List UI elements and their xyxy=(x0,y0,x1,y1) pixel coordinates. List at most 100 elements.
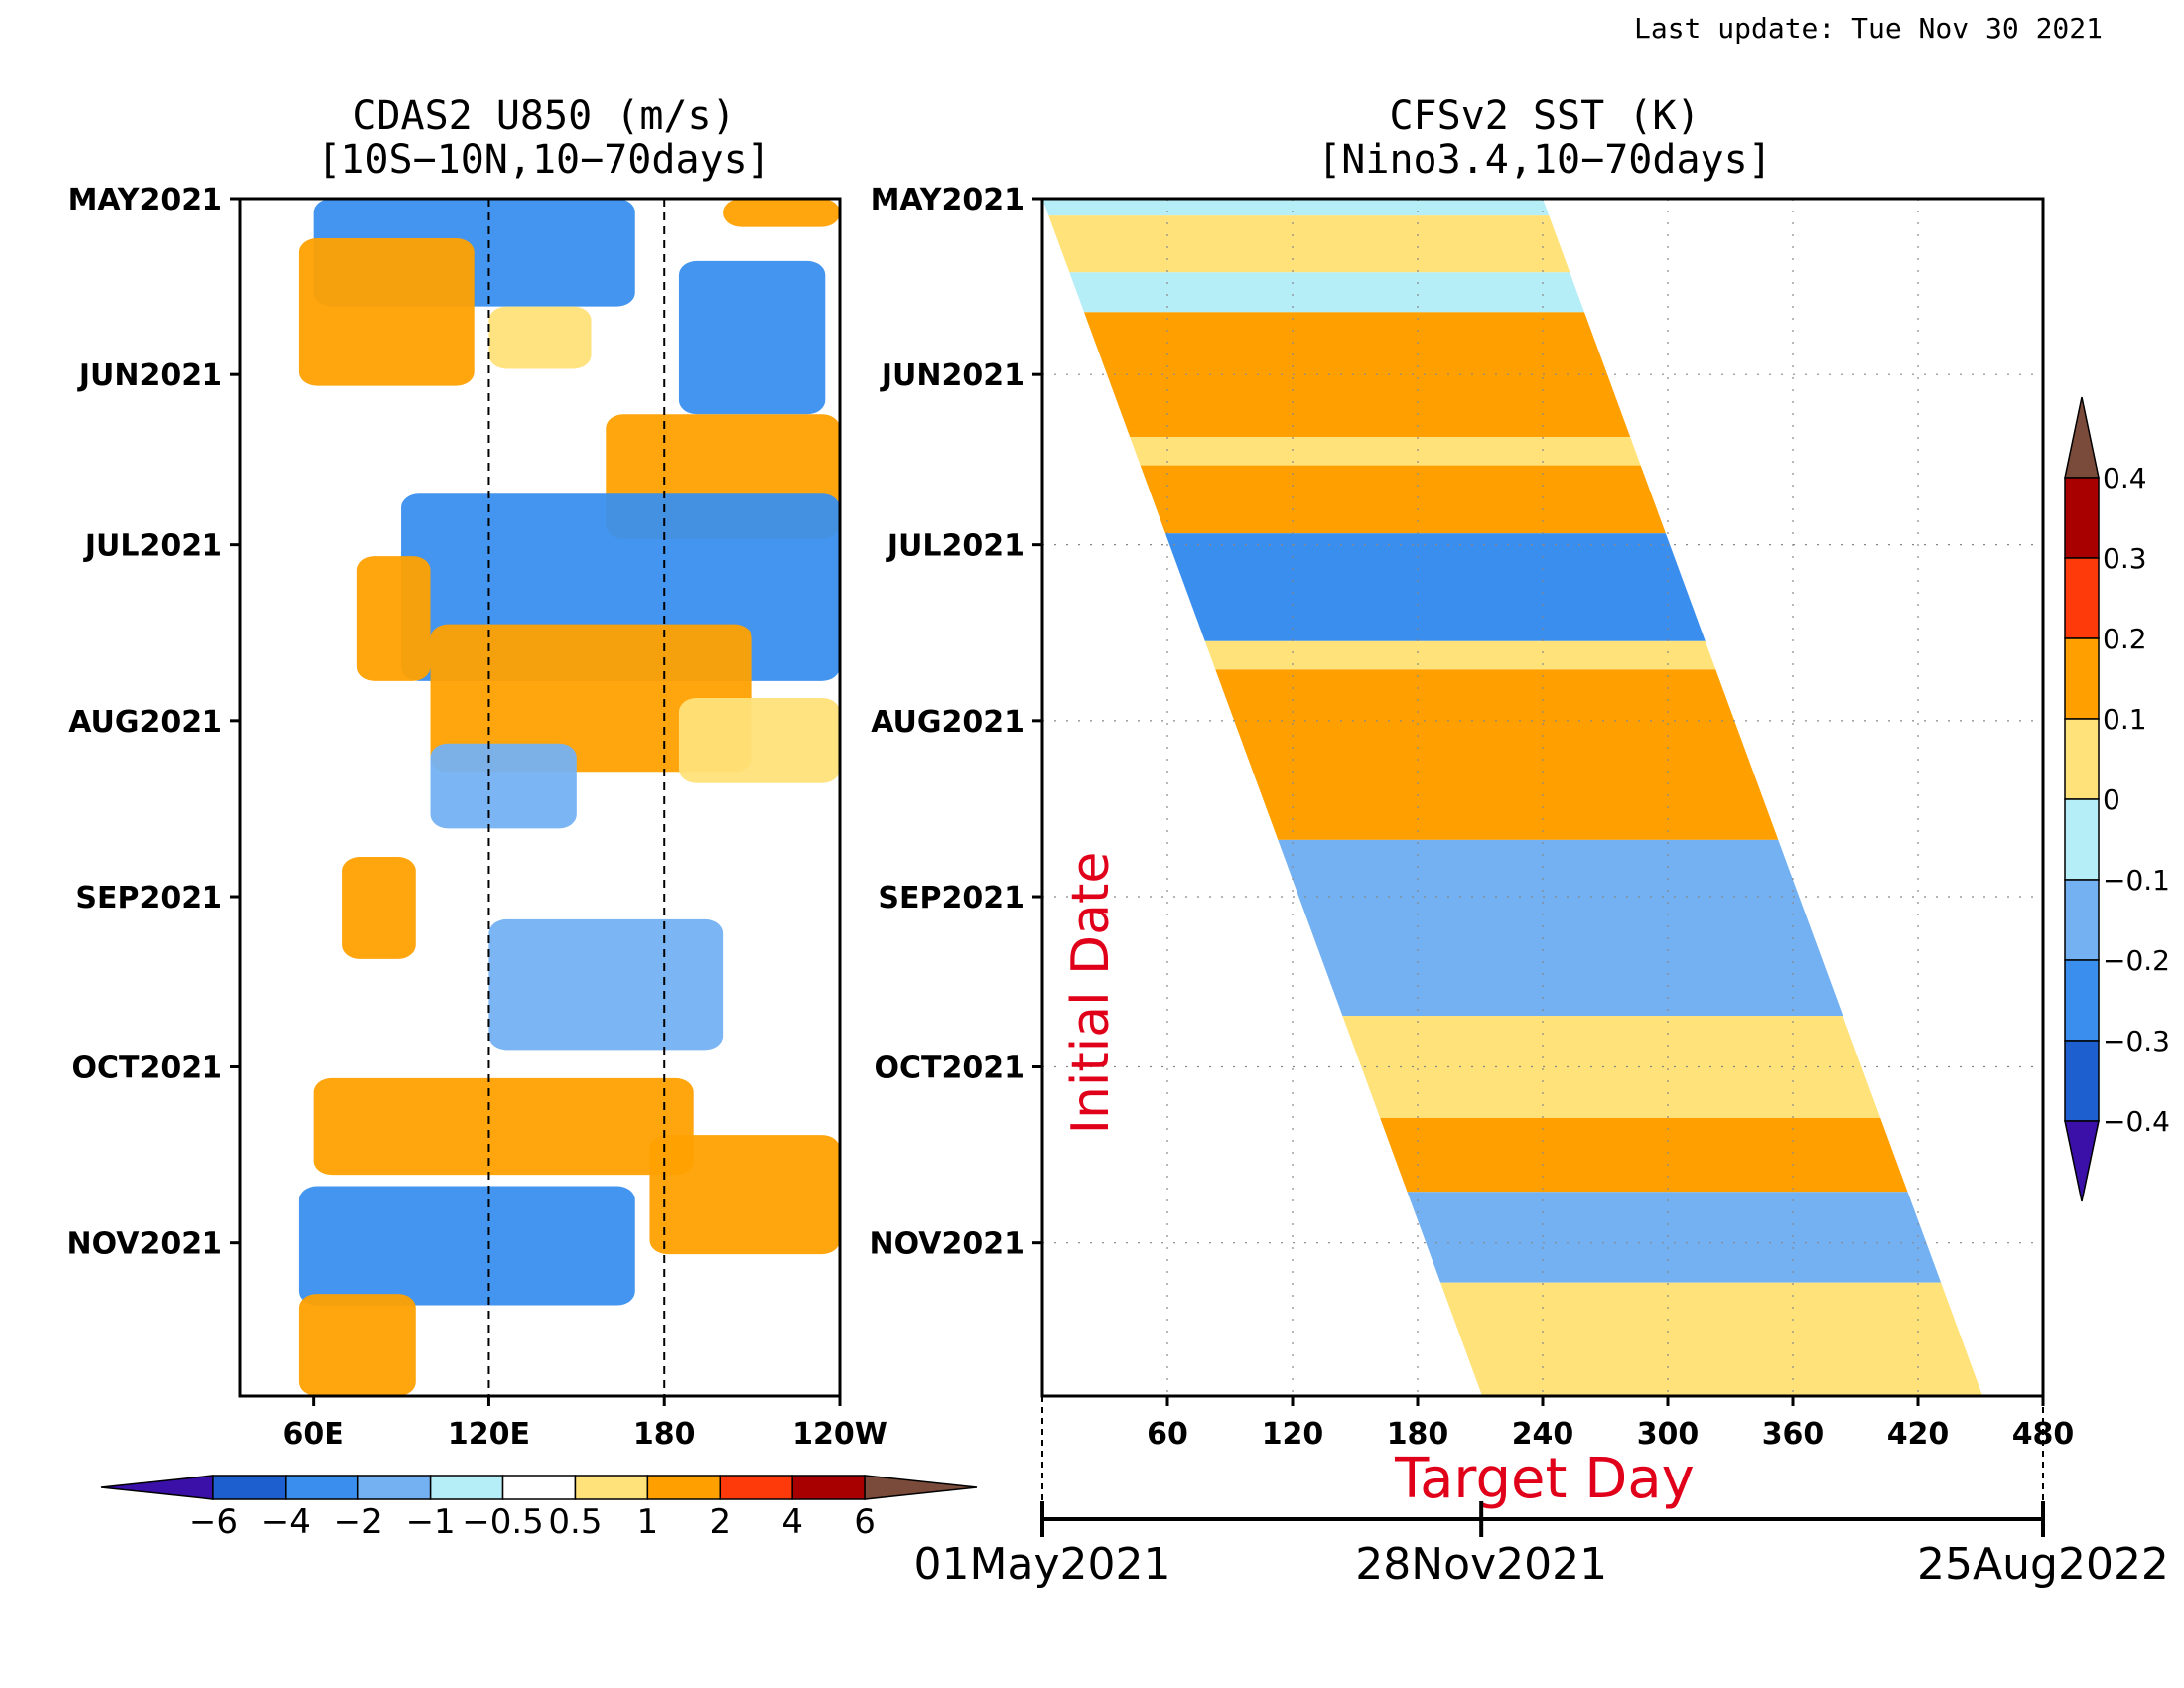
sst-chart-title: CFSv2 SST (K) xyxy=(1389,93,1700,139)
sst-x-tick-label: 300 xyxy=(1637,1417,1700,1452)
u850-anomaly-patch xyxy=(678,260,826,415)
u850-x-tick-label: 60E xyxy=(283,1417,344,1452)
u850-anomaly-patch xyxy=(678,697,840,783)
u850-anomaly-patch xyxy=(649,1135,840,1255)
sst-y-tick-label: JUL2021 xyxy=(886,529,1024,564)
u850-y-axis: MAY2021 JUN2021 JUL2021 AUG2021 SEP2021 OCT20… xyxy=(67,183,240,1262)
u850-colorbar-label: 1 xyxy=(637,1502,659,1542)
u850-colorbar-label: −0.5 xyxy=(462,1502,544,1542)
sst-colorbar-swatch xyxy=(2064,718,2100,800)
sst-colorbar-swatch xyxy=(2064,879,2100,961)
u850-colorbar-swatch xyxy=(574,1475,649,1500)
u850-anomaly-patch xyxy=(313,1077,694,1176)
sst-colorbar-label: 0.2 xyxy=(2103,623,2147,655)
u850-colorbar-swatch xyxy=(356,1475,432,1500)
sst-dotted-grid xyxy=(1042,198,2043,1396)
sst-colorbar-swatch xyxy=(2064,477,2100,559)
u850-colorbar-label: −2 xyxy=(334,1502,383,1542)
u850-x-tick-label: 120W xyxy=(792,1417,887,1452)
u850-colorbar-label: −6 xyxy=(189,1502,238,1542)
u850-anomaly-patch xyxy=(298,1294,416,1396)
sst-y-tick-label: JUN2021 xyxy=(880,358,1024,393)
sst-x-tick-label: 360 xyxy=(1762,1417,1825,1452)
sst-anomaly-field xyxy=(1042,199,2043,1396)
sst-colorbar-swatch xyxy=(2064,1120,2100,1202)
u850-colorbar-swatch xyxy=(501,1475,577,1500)
u850-reference-lines xyxy=(487,199,666,1396)
sst-y-tick-label: NOV2021 xyxy=(869,1227,1024,1262)
u850-y-tick-label: JUN2021 xyxy=(77,358,222,393)
sst-x-tick-label: 120 xyxy=(1262,1417,1324,1452)
u850-chart-subtitle: [10S−10N,10−70days] xyxy=(317,137,771,183)
sst-colorbar-swatch xyxy=(2064,1040,2100,1122)
u850-colorbar-label: 0.5 xyxy=(548,1502,602,1542)
u850-y-tick-label: OCT2021 xyxy=(72,1051,222,1085)
sst-y-tick-label: SEP2021 xyxy=(878,881,1024,915)
sst-x-axis-label: Target Day xyxy=(1394,1447,1695,1511)
u850-anomaly-patch xyxy=(430,624,752,773)
u850-y-tick-label: NOV2021 xyxy=(67,1227,222,1262)
sst-colorbar-swatch xyxy=(2064,637,2100,720)
sst-colorbar-label: −0.2 xyxy=(2103,944,2170,977)
u850-anomaly-patch xyxy=(430,743,577,829)
u850-anomaly-patch xyxy=(298,238,475,386)
sst-date-tick-label: 01May2021 xyxy=(914,1539,1171,1590)
u850-y-tick-label: SEP2021 xyxy=(75,881,222,915)
sst-colorbar-label: 0.4 xyxy=(2103,462,2147,494)
sst-colorbar-swatch xyxy=(2064,396,2100,479)
u850-hovmoller-panel: CDAS2 U850 (m/s) [10S−10N,10−70days] MAY… xyxy=(67,93,978,1542)
sst-x-tick-label: 420 xyxy=(1887,1417,1950,1452)
u850-anomaly-patch xyxy=(356,556,431,681)
u850-colorbar-label: −1 xyxy=(406,1502,456,1542)
sst-colorbar-label: 0.1 xyxy=(2103,703,2147,736)
u850-anomaly-patch xyxy=(488,918,724,1051)
u850-x-tick-label: 180 xyxy=(633,1417,696,1452)
u850-anomaly-patch xyxy=(298,1186,635,1306)
u850-colorbar-swatch xyxy=(100,1475,214,1500)
sst-y-tick-label: AUG2021 xyxy=(871,705,1024,740)
sst-colorbar-label: −0.3 xyxy=(2103,1025,2170,1057)
sst-colorbar-swatch xyxy=(2064,798,2100,881)
u850-colorbar-swatch xyxy=(864,1475,978,1500)
sst-date-tick-label: 28Nov2021 xyxy=(1355,1539,1607,1590)
u850-chart-title: CDAS2 U850 (m/s) xyxy=(352,93,735,139)
sst-date-axis: 01May2021 28Nov2021 25Aug2022 xyxy=(914,1396,2169,1590)
u850-anomaly-field xyxy=(240,199,840,1396)
sst-y-tick-label: MAY2021 xyxy=(871,183,1024,217)
sst-colorbar-swatch xyxy=(2064,959,2100,1042)
u850-colorbar-swatch xyxy=(212,1475,287,1500)
sst-x-tick-label: 60 xyxy=(1147,1417,1188,1452)
u850-anomaly-patch xyxy=(342,857,416,959)
u850-y-tick-label: MAY2021 xyxy=(68,183,222,217)
u850-plot-frame xyxy=(238,197,842,1398)
sst-x-tick-label: 240 xyxy=(1512,1417,1574,1452)
sst-forecast-panel: CFSv2 SST (K) [Nino3.4,10−70days] MAY202… xyxy=(869,93,2170,1590)
sst-colorbar-label: −0.4 xyxy=(2103,1105,2170,1138)
sst-y-tick-label: OCT2021 xyxy=(875,1051,1024,1085)
u850-anomaly-patch xyxy=(488,306,592,369)
sst-chart-subtitle: [Nino3.4,10−70days] xyxy=(1317,137,1772,183)
sst-x-axis: 60 120 180 240 300 360 420 480 xyxy=(1147,1396,2074,1452)
sst-y-axis: MAY2021 JUN2021 JUL2021 AUG2021 SEP2021 OCT20… xyxy=(869,183,1042,1262)
u850-anomaly-patch xyxy=(723,199,840,227)
u850-y-tick-label: AUG2021 xyxy=(68,705,222,740)
u850-y-tick-label: JUL2021 xyxy=(83,529,222,564)
u850-colorbar-label: 2 xyxy=(709,1502,731,1542)
u850-x-tick-label: 120E xyxy=(448,1417,530,1452)
last-update-text: Last update: Tue Nov 30 2021 xyxy=(1634,12,2103,45)
u850-colorbar-swatch xyxy=(791,1475,866,1500)
sst-x-tick-label: 180 xyxy=(1387,1417,1449,1452)
sst-date-tick-label: 25Aug2022 xyxy=(1917,1539,2169,1590)
u850-x-axis: 60E 120E 180 120W xyxy=(283,1396,887,1452)
u850-colorbar-swatch xyxy=(429,1475,504,1500)
u850-colorbar-label: −4 xyxy=(261,1502,311,1542)
u850-colorbar: −6 −4 −2 −1 −0.5 0.5 1 2 4 6 xyxy=(100,1475,978,1542)
u850-colorbar-swatch xyxy=(646,1475,722,1500)
sst-colorbar-label: −0.1 xyxy=(2103,864,2170,897)
u850-colorbar-swatch xyxy=(285,1475,359,1500)
sst-colorbar: −0.4 −0.3 −0.2 −0.1 0 0.1 0.2 0.3 0.4 xyxy=(2064,396,2170,1202)
sst-colorbar-label: 0.3 xyxy=(2103,542,2147,575)
sst-colorbar-swatch xyxy=(2064,557,2100,639)
u850-colorbar-swatch xyxy=(719,1475,793,1500)
